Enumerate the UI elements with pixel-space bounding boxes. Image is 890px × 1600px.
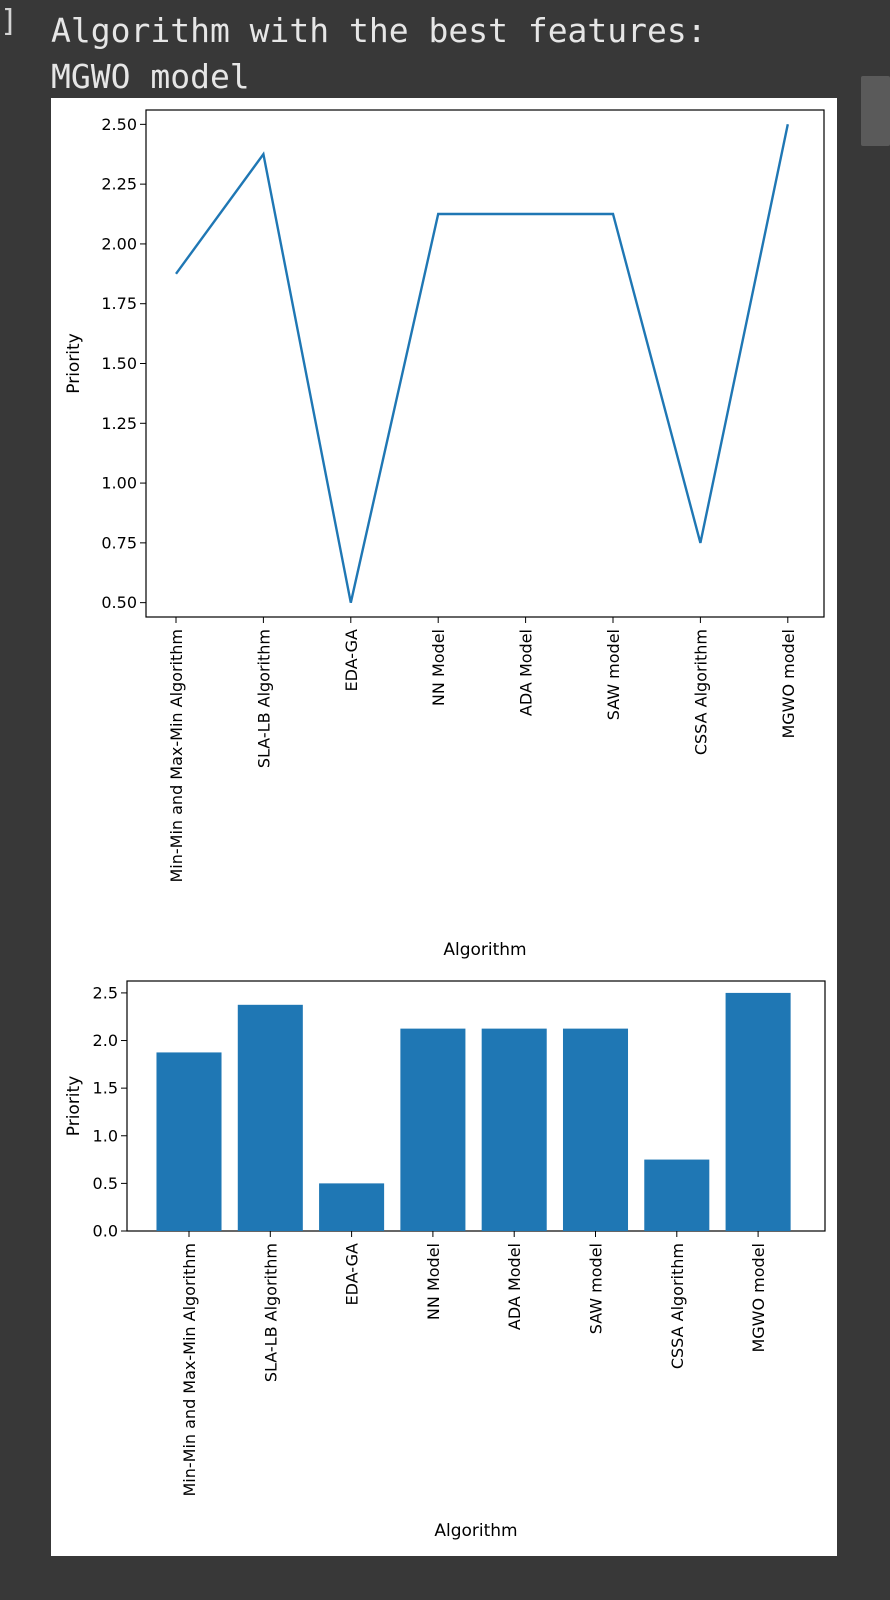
y-tick-label: 0.50 bbox=[101, 593, 137, 612]
x-tick-label: MGWO model bbox=[749, 1243, 768, 1353]
y-tick-label: 0.0 bbox=[93, 1222, 118, 1241]
x-tick-label: Min-Min and Max-Min Algorithm bbox=[167, 629, 186, 883]
cell-bracket: ] bbox=[0, 4, 19, 39]
x-tick-label: EDA-GA bbox=[343, 1243, 362, 1306]
x-tick-label: EDA-GA bbox=[342, 629, 361, 692]
y-tick-label: 1.0 bbox=[93, 1126, 118, 1145]
bar bbox=[644, 1159, 710, 1231]
y-axis-title: Priority bbox=[64, 333, 84, 394]
cell-output-text: Algorithm with the best features: MGWO m… bbox=[51, 11, 707, 96]
y-axis-title: Priority bbox=[64, 1076, 84, 1137]
figure: 0.50 0.75 1.00 1.25 1.50 1.75 2.00 2.25 2.50 Min-… bbox=[51, 98, 837, 1556]
x-tick-label: SAW model bbox=[587, 1243, 606, 1334]
bar-chart: 0.0 0.5 1.0 1.5 2.0 2.5 Min-Min and Max-Min Al… bbox=[64, 980, 826, 1541]
y-tick-label: 1.50 bbox=[101, 354, 137, 373]
x-tick-label: Min-Min and Max-Min Algorithm bbox=[180, 1243, 199, 1497]
x-tick-label: CSSA Algorithm bbox=[691, 629, 710, 755]
bar bbox=[400, 1028, 466, 1231]
x-tick-label: NN Model bbox=[429, 629, 448, 706]
scrollbar-thumb[interactable] bbox=[861, 76, 890, 146]
figure-svg: 0.50 0.75 1.00 1.25 1.50 1.75 2.00 2.25 2.50 Min-… bbox=[64, 109, 826, 1541]
y-tick-label: 2.5 bbox=[93, 983, 118, 1002]
x-tick-label: SLA-LB Algorithm bbox=[254, 629, 273, 768]
x-axis-title: Algorithm bbox=[443, 940, 526, 960]
series-line bbox=[175, 124, 789, 603]
bar bbox=[481, 1028, 547, 1231]
y-tick-label: 1.00 bbox=[101, 474, 137, 493]
y-tick-label: 2.0 bbox=[93, 1031, 118, 1050]
plot-frame bbox=[145, 109, 825, 618]
bar bbox=[319, 1183, 385, 1231]
y-tick-label: 2.00 bbox=[101, 234, 137, 253]
bar bbox=[156, 1052, 222, 1231]
x-tick-label: CSSA Algorithm bbox=[668, 1243, 687, 1369]
y-tick-label: 1.5 bbox=[93, 1079, 118, 1098]
y-tick-label: 0.75 bbox=[101, 533, 137, 552]
bar bbox=[562, 1028, 629, 1231]
x-tick-label: ADA Model bbox=[505, 1243, 524, 1330]
x-tick-label: NN Model bbox=[424, 1243, 443, 1320]
bar bbox=[237, 1004, 303, 1231]
y-tick-label: 2.50 bbox=[101, 115, 137, 134]
y-tick-label: 0.5 bbox=[93, 1174, 118, 1193]
x-tick-label: MGWO model bbox=[779, 629, 798, 739]
y-tick-label: 1.75 bbox=[101, 294, 137, 313]
plot-frame bbox=[126, 980, 826, 1232]
bar bbox=[725, 992, 791, 1231]
x-tick-label: ADA Model bbox=[517, 629, 536, 716]
y-tick-label: 1.25 bbox=[101, 414, 137, 433]
x-tick-label: SAW model bbox=[604, 629, 623, 720]
x-tick-label: SLA-LB Algorithm bbox=[261, 1243, 280, 1382]
line-chart: 0.50 0.75 1.00 1.25 1.50 1.75 2.00 2.25 2.50 Min-… bbox=[64, 109, 825, 960]
y-tick-label: 2.25 bbox=[101, 175, 137, 194]
x-axis-title: Algorithm bbox=[434, 1521, 517, 1541]
